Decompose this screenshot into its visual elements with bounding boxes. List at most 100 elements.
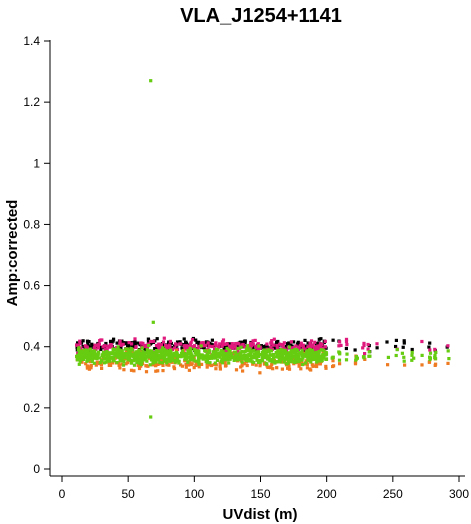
- data-point: [117, 352, 121, 356]
- data-point: [229, 355, 233, 359]
- data-point: [189, 342, 193, 346]
- data-point: [227, 348, 231, 352]
- data-point: [311, 357, 315, 362]
- data-point: [179, 355, 183, 359]
- data-point: [354, 355, 358, 359]
- data-point: [446, 344, 450, 348]
- data-point: [215, 352, 219, 357]
- data-point: [274, 360, 278, 364]
- data-point: [402, 355, 406, 359]
- data-point: [92, 361, 96, 365]
- data-point: [242, 361, 246, 365]
- data-point: [158, 345, 162, 349]
- data-point: [281, 344, 285, 348]
- data-point: [158, 360, 162, 364]
- data-point: [214, 367, 218, 371]
- data-point: [225, 342, 229, 346]
- data-point: [215, 354, 220, 358]
- data-point: [254, 350, 258, 354]
- data-point: [308, 359, 312, 363]
- data-point: [167, 340, 171, 344]
- data-point: [362, 341, 366, 345]
- data-point: [157, 358, 161, 362]
- data-point: [258, 359, 262, 363]
- data-point: [154, 369, 158, 373]
- data-point: [275, 366, 279, 370]
- data-point: [234, 350, 238, 354]
- data-point: [292, 350, 296, 355]
- data-point: [223, 364, 228, 368]
- data-point: [242, 350, 246, 354]
- data-point: [306, 355, 310, 359]
- data-point: [128, 352, 132, 356]
- data-point: [203, 355, 207, 359]
- data-point: [324, 364, 328, 368]
- data-point: [332, 364, 336, 368]
- data-point: [234, 354, 238, 358]
- data-point: [118, 342, 122, 346]
- data-point: [433, 347, 437, 351]
- data-point: [204, 340, 208, 344]
- data-point: [133, 342, 137, 347]
- data-point: [344, 358, 349, 362]
- data-point: [93, 343, 97, 347]
- data-point: [447, 357, 451, 361]
- data-point: [308, 344, 312, 348]
- data-point: [270, 362, 274, 366]
- data-point: [410, 353, 414, 357]
- data-point: [312, 364, 316, 368]
- data-point: [337, 344, 341, 348]
- data-point: [362, 355, 366, 359]
- data-point: [161, 369, 165, 373]
- data-point: [214, 342, 218, 346]
- data-point: [287, 345, 291, 349]
- data-point: [81, 339, 85, 343]
- data-point: [156, 369, 160, 373]
- data-point: [289, 340, 293, 344]
- data-point: [147, 343, 151, 348]
- data-point: [97, 350, 101, 354]
- data-point: [90, 359, 94, 364]
- data-point: [171, 345, 175, 350]
- data-point: [205, 357, 210, 361]
- data-point: [260, 351, 264, 355]
- data-point: [300, 361, 304, 365]
- data-point: [167, 344, 171, 348]
- data-point: [107, 354, 111, 358]
- data-point: [161, 363, 165, 367]
- data-point: [161, 340, 166, 344]
- data-point: [143, 348, 147, 352]
- data-point: [94, 363, 98, 367]
- data-point: [190, 362, 194, 366]
- data-point: [252, 348, 256, 353]
- data-point: [209, 363, 214, 368]
- y-tick-label: 0: [33, 462, 40, 476]
- data-point: [363, 352, 367, 356]
- data-point: [221, 350, 225, 354]
- data-point: [240, 354, 244, 359]
- data-point: [178, 340, 182, 344]
- data-point: [308, 347, 312, 352]
- data-point: [283, 349, 287, 353]
- data-point: [262, 345, 266, 349]
- data-point: [402, 341, 406, 345]
- data-point: [402, 339, 406, 343]
- data-point: [144, 364, 148, 368]
- data-point: [108, 344, 112, 348]
- data-point: [118, 366, 122, 370]
- data-point: [110, 355, 114, 359]
- data-point: [363, 357, 367, 361]
- data-point: [236, 354, 240, 359]
- data-point: [98, 361, 102, 365]
- data-point: [175, 356, 180, 360]
- data-point: [281, 356, 285, 361]
- data-point: [137, 366, 142, 371]
- data-point: [77, 344, 81, 348]
- data-point: [143, 358, 147, 362]
- data-point: [299, 341, 303, 345]
- data-point: [244, 347, 248, 351]
- data-point: [148, 339, 153, 344]
- data-point: [81, 345, 85, 349]
- data-point: [317, 347, 321, 351]
- data-point: [99, 358, 104, 362]
